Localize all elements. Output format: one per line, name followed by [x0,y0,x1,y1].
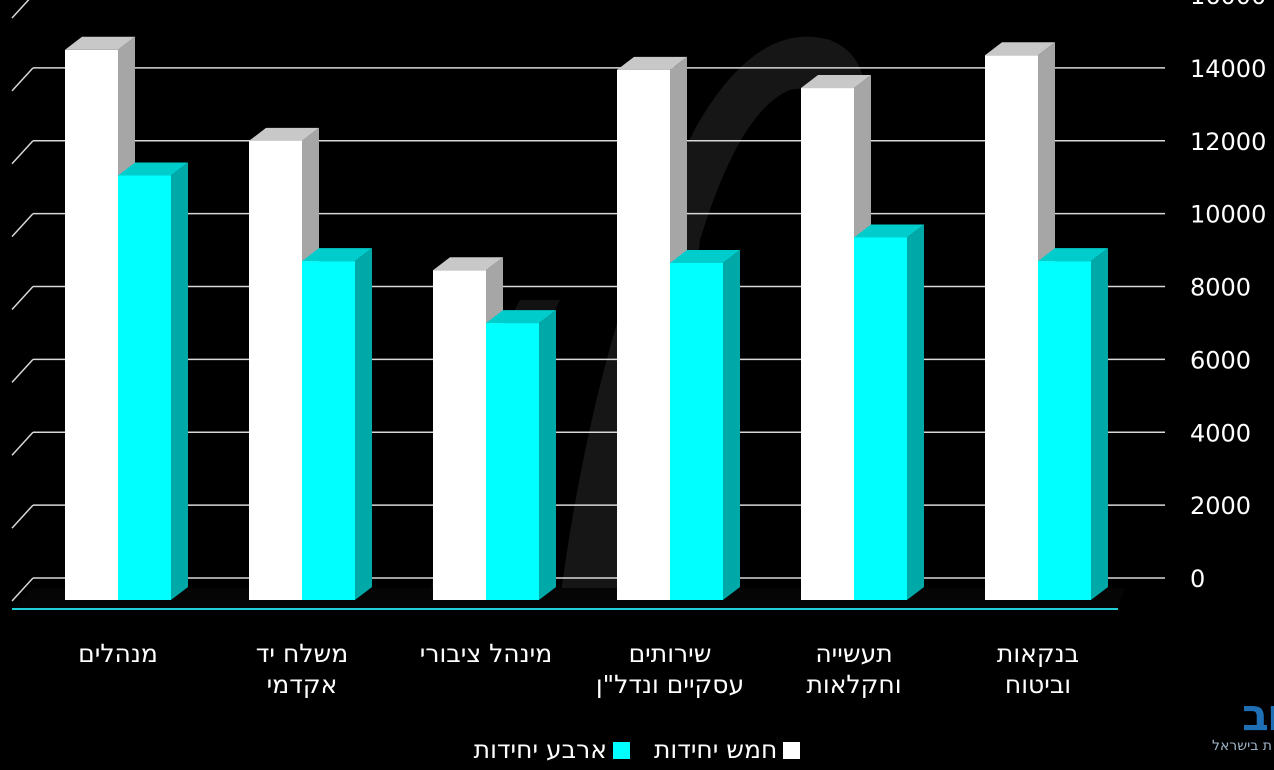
x-tick-label-line: עסקיים ונדל"ן [595,670,745,699]
y-tick-label-14000: 14000 [1190,55,1266,83]
legend-item-four-units: ארבע יחידות [474,735,630,765]
bar-front-public-administration-series-2 [486,323,539,600]
bar-managers-series-2 [118,162,188,601]
x-tick-label-business-services-real-estate: שירותים עסקיים ונדל"ן [575,638,765,700]
bar-front-managers-series-1 [65,49,118,600]
x-tick-label-public-administration: מינהל ציבורי [391,638,581,669]
bar-front-banking-insurance-series-1 [985,55,1038,600]
x-tick-label-line: וביטוח [1004,670,1072,699]
x-tick-label-managers: מנהלים [23,638,213,669]
bar-top-banking-insurance-series-1 [985,42,1055,56]
x-tick-label-industry-agriculture: תעשייה וחקלאות [759,638,949,700]
x-tick-label-academic-professions: משלח יד אקדמי [207,638,397,700]
legend: חמש יחידות ארבע יחידות [0,735,1274,765]
bar-public-administration-series-2 [486,310,556,600]
logo: וב ת בישראל [1204,690,1274,766]
bar-top-managers-series-1 [65,36,135,50]
bar-side-managers-series-2 [171,162,188,601]
bar-academic-professions-series-2 [302,248,372,600]
x-tick-label-line: אקדמי [266,670,338,699]
y-tick-label-6000: 6000 [1190,346,1251,374]
bar-top-public-administration-series-1 [433,257,503,271]
bar-top-business-services-real-estate-series-2 [670,249,740,263]
bar-front-academic-professions-series-1 [249,140,302,600]
bar-front-business-services-real-estate-series-1 [617,69,670,601]
bar-side-academic-professions-series-2 [355,248,372,600]
bar-banking-insurance-series-2 [1038,248,1108,600]
gridline-depth-10000 [11,213,34,238]
bar-side-banking-insurance-series-2 [1091,248,1108,600]
y-tick-label-0: 0 [1190,565,1205,593]
bar-front-industry-agriculture-series-2 [854,237,907,600]
bar-top-managers-series-2 [118,162,188,176]
x-tick-label-line: שירותים [628,639,712,668]
legend-label-four-units: ארבע יחידות [473,735,607,764]
y-tick-label-10000: 10000 [1190,201,1266,229]
x-tick-label-line: מנהלים [78,639,158,668]
gridline-depth-0 [11,577,34,602]
y-tick-label-4000: 4000 [1190,419,1251,447]
y-tick-label-12000: 12000 [1190,128,1266,156]
bar-side-industry-agriculture-series-2 [907,224,924,600]
bar-top-banking-insurance-series-2 [1038,248,1108,262]
bar-top-public-administration-series-2 [486,310,556,324]
logo-subtitle: ת בישראל [1211,738,1272,754]
y-tick-label-8000: 8000 [1190,274,1251,302]
bar-front-banking-insurance-series-2 [1038,261,1091,600]
x-tick-label-line: וחקלאות [806,670,902,699]
bar-top-business-services-real-estate-series-1 [617,56,687,70]
bar-side-public-administration-series-2 [539,310,556,600]
x-tick-label-line: תעשייה [815,639,893,668]
gridline-depth-16000 [11,0,30,19]
bar-top-academic-professions-series-2 [302,248,372,262]
x-tick-label-line: מינהל ציבורי [419,639,553,668]
bar-top-academic-professions-series-1 [249,127,319,141]
bar-business-services-real-estate-series-2 [670,249,740,600]
y-tick-label-16000: 16000 [1190,0,1266,10]
bar-front-public-administration-series-1 [433,270,486,600]
bar-top-industry-agriculture-series-2 [854,224,924,238]
logo-mark: וב [1242,690,1274,741]
gridline-depth-12000 [11,140,34,165]
legend-item-five-units: חמש יחידות [653,735,801,765]
gridline-depth-6000 [11,358,34,383]
bar-front-managers-series-2 [118,175,171,601]
gridline-depth-14000 [11,67,34,92]
gridline-depth-4000 [11,431,34,456]
bar-front-industry-agriculture-series-1 [801,88,854,600]
gridline-depth-8000 [11,285,34,311]
legend-swatch-five-units [783,741,801,759]
bar-top-industry-agriculture-series-1 [801,75,871,89]
bar-front-academic-professions-series-2 [302,261,355,600]
legend-swatch-four-units [612,741,630,759]
bar-front-business-services-real-estate-series-2 [670,262,723,600]
x-tick-label-line: משלח יד [255,639,349,668]
legend-label-five-units: חמש יחידות [653,735,778,764]
bar-side-business-services-real-estate-series-2 [723,249,740,600]
bar-industry-agriculture-series-2 [854,224,924,600]
x-tick-label-banking-insurance: בנקאות וביטוח [943,638,1133,700]
y-tick-label-2000: 2000 [1190,492,1251,520]
gridline-depth-2000 [11,504,34,529]
x-tick-label-line: בנקאות [996,639,1080,668]
